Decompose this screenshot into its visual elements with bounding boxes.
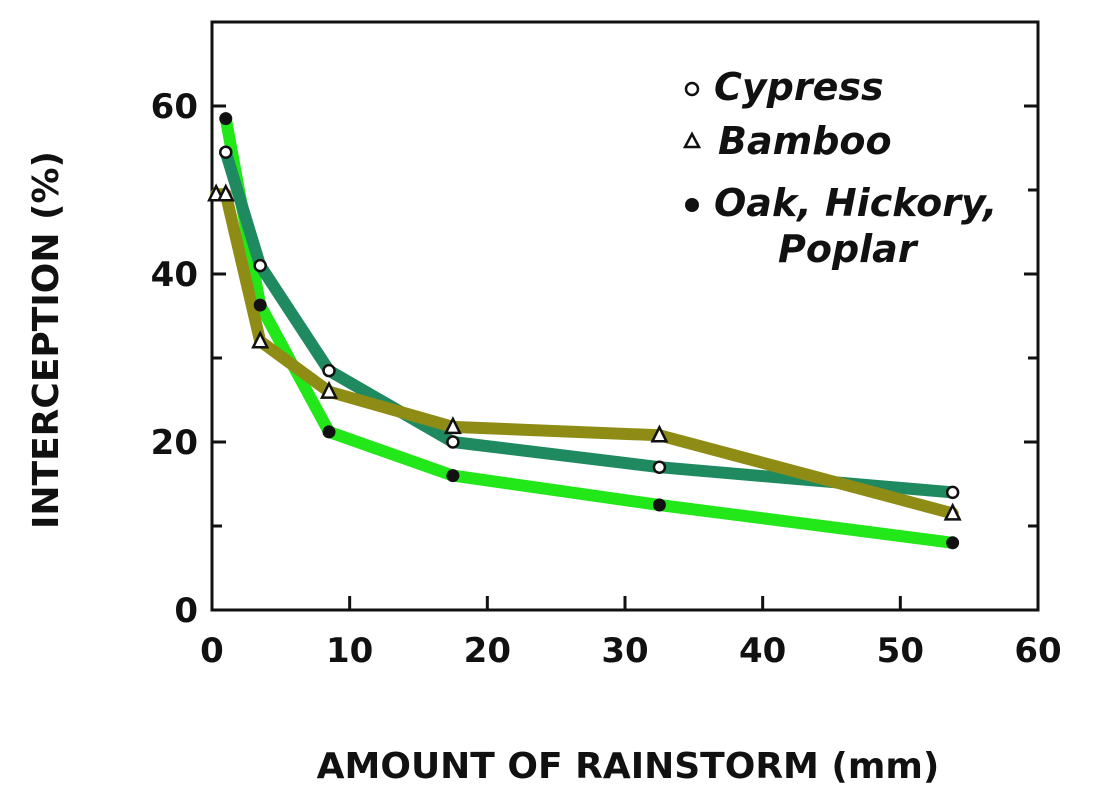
data-point-bamboo <box>216 183 235 202</box>
series-markers <box>207 112 962 550</box>
legend-label-cypress: Cypress <box>714 65 884 109</box>
y-tick-label: 60 <box>151 87 198 127</box>
legend-marker-oak <box>685 198 699 212</box>
data-point-cypress <box>446 435 460 449</box>
x-tick-label: 60 <box>1014 631 1061 671</box>
x-tick-label: 20 <box>464 631 511 671</box>
x-tick-label: 30 <box>601 631 648 671</box>
tick-labels: 0 10 20 30 40 50 60 0 20 40 60 <box>151 87 1062 671</box>
x-tick-label: 40 <box>739 631 786 671</box>
x-tick-label: 0 <box>200 631 224 671</box>
data-point-cypress <box>945 485 960 500</box>
data-point-bamboo <box>650 424 669 443</box>
axis-ticks <box>210 20 1040 612</box>
legend: Cypress Bamboo Oak, Hickory, Poplar <box>682 65 997 271</box>
x-tick-label: 10 <box>326 631 373 671</box>
data-point-oak <box>253 298 267 312</box>
data-point-oak <box>652 498 666 512</box>
legend-label-oak-line2: Poplar <box>778 227 919 271</box>
data-point-oak <box>446 469 460 483</box>
data-point-bamboo <box>443 416 462 435</box>
data-point-cypress <box>219 145 233 159</box>
x-axis-title: AMOUNT OF RAINSTORM (mm) <box>317 746 940 787</box>
legend-label-oak-line1: Oak, Hickory, <box>714 181 997 225</box>
data-point-cypress <box>652 460 667 474</box>
x-tick-label: 50 <box>877 631 924 671</box>
plot-frame <box>210 20 1040 612</box>
data-point-cypress <box>322 363 336 378</box>
data-point-bamboo <box>319 380 339 399</box>
legend-label-bamboo: Bamboo <box>718 119 892 163</box>
y-tick-label: 0 <box>174 591 198 631</box>
y-tick-label: 20 <box>151 423 198 463</box>
data-point-oak <box>946 536 960 550</box>
data-point-bamboo <box>943 502 962 521</box>
y-tick-label: 40 <box>151 255 198 295</box>
legend-marker-bamboo <box>682 131 702 149</box>
series-line-2 <box>219 112 959 549</box>
data-point-oak <box>322 425 336 439</box>
data-point-cypress <box>253 258 267 273</box>
data-point-oak <box>219 112 233 126</box>
y-axis-title: INTERCEPTION (%) <box>26 151 67 529</box>
legend-marker-cypress <box>684 81 700 97</box>
data-point-bamboo <box>251 330 270 349</box>
